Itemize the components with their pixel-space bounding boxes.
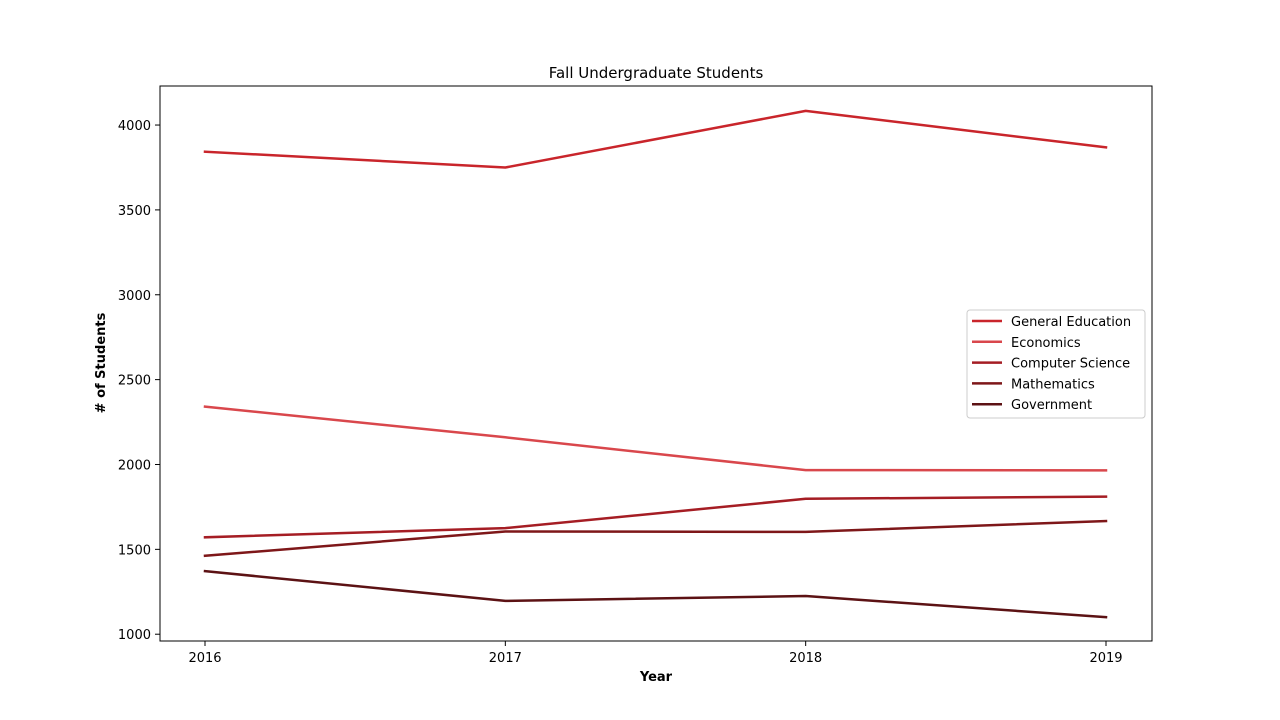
legend-label: General Education [1011,315,1131,330]
series-line-computer-science [203,495,1108,539]
series-lines [203,109,1108,619]
y-tick-label: 2000 [118,458,151,473]
series-line-mathematics [203,519,1108,558]
legend-box [966,309,1146,419]
legend-label: Computer Science [1011,357,1130,372]
legend-label: Economics [1011,336,1081,351]
plot-area [159,85,1153,642]
x-tick-label: 2018 [789,651,822,666]
y-axis-label: # of Students [94,312,109,413]
y-tick-label: 2500 [118,374,151,389]
x-axis-label: Year [639,670,673,685]
chart-title: Fall Undergraduate Students [549,64,764,82]
x-tick-label: 2019 [1089,651,1122,666]
y-tick-label: 3000 [118,289,151,304]
legend: General Education Economics Computer Scien… [966,309,1146,419]
series-line-economics [203,405,1108,472]
y-tick-label: 3500 [118,204,151,219]
y-tick-label: 4000 [118,119,151,134]
legend-label: Mathematics [1011,377,1095,392]
y-tick-label: 1000 [118,628,151,643]
y-tick-label: 1500 [118,543,151,558]
x-axis: 2016 2017 2018 2019 [188,641,1123,666]
legend-label: Government [1011,398,1092,413]
series-line-government [203,569,1108,619]
x-tick-label: 2016 [188,651,221,666]
series-line-general-education [203,109,1108,169]
x-tick-label: 2017 [489,651,522,666]
y-axis: 1000 1500 2000 2500 3000 3500 4000 [118,119,160,643]
